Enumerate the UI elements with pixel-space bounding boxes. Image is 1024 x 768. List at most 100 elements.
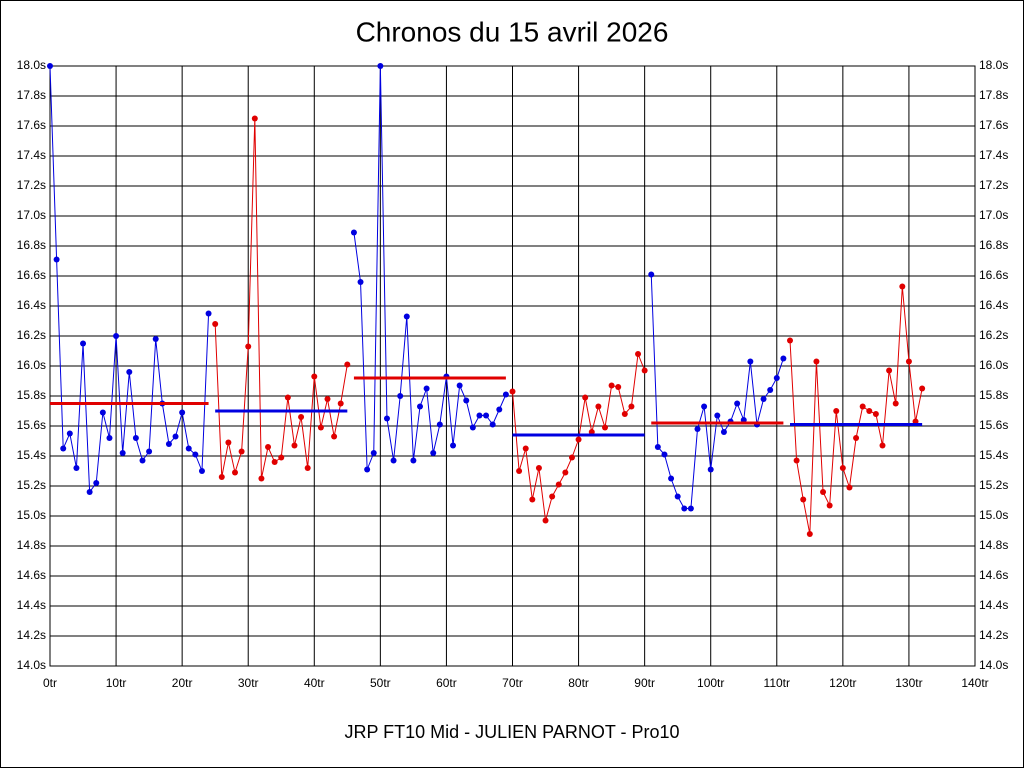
x-tick-label: 40tr bbox=[304, 676, 325, 690]
x-tick-label: 130tr bbox=[895, 676, 922, 690]
y2-tick-label: 15.0s bbox=[979, 508, 1008, 522]
y2-tick-label: 16.6s bbox=[979, 268, 1008, 282]
data-point bbox=[185, 445, 192, 452]
x-tick-label: 110tr bbox=[764, 676, 790, 690]
y2-tick-label: 14.0s bbox=[979, 658, 1008, 672]
y-tick-label: 14.0s bbox=[17, 658, 46, 672]
y2-tick-label: 15.4s bbox=[979, 448, 1008, 462]
data-point bbox=[595, 403, 602, 410]
x-tick-label: 0tr bbox=[43, 676, 57, 690]
data-point bbox=[582, 394, 589, 401]
data-point bbox=[681, 505, 688, 512]
x-tick-label: 50tr bbox=[370, 676, 391, 690]
data-point bbox=[899, 283, 906, 290]
data-point bbox=[820, 489, 827, 495]
data-point bbox=[93, 480, 100, 486]
y-tick-label: 15.2s bbox=[17, 478, 46, 492]
data-point bbox=[635, 351, 642, 357]
y-tick-label: 18.0s bbox=[17, 58, 46, 72]
x-tick-label: 100tr bbox=[697, 676, 724, 690]
y-tick-label: 15.4s bbox=[17, 448, 46, 462]
data-point bbox=[423, 385, 430, 392]
data-point bbox=[212, 321, 219, 327]
data-point bbox=[575, 436, 582, 443]
data-point bbox=[509, 388, 516, 395]
data-point bbox=[456, 382, 463, 389]
y2-tick-label: 16.2s bbox=[979, 328, 1008, 342]
x-tick-label: 20tr bbox=[172, 676, 193, 690]
y-tick-label: 15.8s bbox=[17, 388, 46, 402]
data-point bbox=[80, 340, 87, 347]
x-tick-label: 60tr bbox=[436, 676, 457, 690]
data-point bbox=[337, 400, 344, 407]
data-point bbox=[436, 421, 443, 428]
data-point bbox=[179, 409, 186, 416]
data-point bbox=[364, 466, 371, 473]
data-point bbox=[311, 373, 318, 380]
y-tick-label: 15.0s bbox=[17, 508, 46, 522]
data-point bbox=[390, 457, 397, 464]
data-point bbox=[225, 439, 232, 446]
y-tick-label: 14.8s bbox=[17, 538, 46, 552]
data-point bbox=[701, 403, 708, 410]
y-tick-label: 16.6s bbox=[17, 268, 46, 282]
data-point bbox=[668, 475, 675, 482]
data-point bbox=[793, 457, 800, 464]
data-point bbox=[780, 355, 787, 362]
data-point bbox=[417, 403, 423, 410]
data-point bbox=[265, 444, 272, 450]
data-point bbox=[615, 384, 622, 390]
data-point bbox=[146, 448, 153, 455]
y-tick-label: 16.4s bbox=[17, 298, 46, 312]
data-point bbox=[496, 406, 503, 413]
y-tick-label: 17.6s bbox=[17, 118, 46, 132]
data-point bbox=[99, 409, 106, 416]
data-point bbox=[568, 454, 575, 461]
y2-tick-label: 16.0s bbox=[979, 358, 1008, 372]
data-point bbox=[258, 475, 265, 482]
x-tick-label: 120tr bbox=[829, 676, 856, 690]
data-point bbox=[126, 369, 133, 375]
data-point bbox=[218, 474, 225, 480]
data-point bbox=[621, 411, 628, 417]
y2-tick-label: 15.2s bbox=[979, 478, 1008, 492]
data-point bbox=[291, 442, 298, 449]
y-tick-label: 16.2s bbox=[17, 328, 46, 342]
data-point bbox=[806, 531, 813, 537]
data-point bbox=[383, 415, 390, 422]
data-point bbox=[562, 469, 569, 476]
data-point bbox=[522, 445, 529, 452]
data-point bbox=[555, 481, 562, 488]
data-point bbox=[284, 394, 291, 401]
data-point bbox=[172, 433, 179, 440]
data-point bbox=[839, 465, 846, 471]
y2-tick-label: 16.4s bbox=[979, 298, 1008, 312]
y-tick-label: 17.4s bbox=[17, 148, 46, 162]
data-point bbox=[516, 468, 523, 474]
data-point bbox=[66, 430, 73, 437]
data-point bbox=[476, 412, 483, 419]
data-point bbox=[694, 426, 701, 432]
data-point bbox=[357, 279, 364, 285]
data-point bbox=[377, 63, 384, 69]
data-point bbox=[654, 444, 661, 450]
data-point bbox=[463, 397, 470, 404]
data-point bbox=[139, 457, 146, 464]
data-point bbox=[641, 367, 648, 374]
data-point bbox=[853, 435, 860, 441]
data-point bbox=[119, 450, 126, 456]
data-point bbox=[278, 454, 285, 461]
data-point bbox=[628, 403, 635, 410]
y2-tick-label: 14.6s bbox=[979, 568, 1008, 582]
data-point bbox=[549, 493, 556, 500]
data-point bbox=[661, 451, 668, 458]
x-tick-label: 90tr bbox=[634, 676, 655, 690]
data-point bbox=[866, 408, 873, 414]
y2-tick-label: 18.0s bbox=[979, 58, 1008, 72]
data-point bbox=[350, 229, 357, 236]
data-point bbox=[86, 489, 93, 495]
data-point bbox=[344, 361, 351, 368]
data-point bbox=[469, 424, 476, 431]
data-point bbox=[232, 469, 238, 476]
